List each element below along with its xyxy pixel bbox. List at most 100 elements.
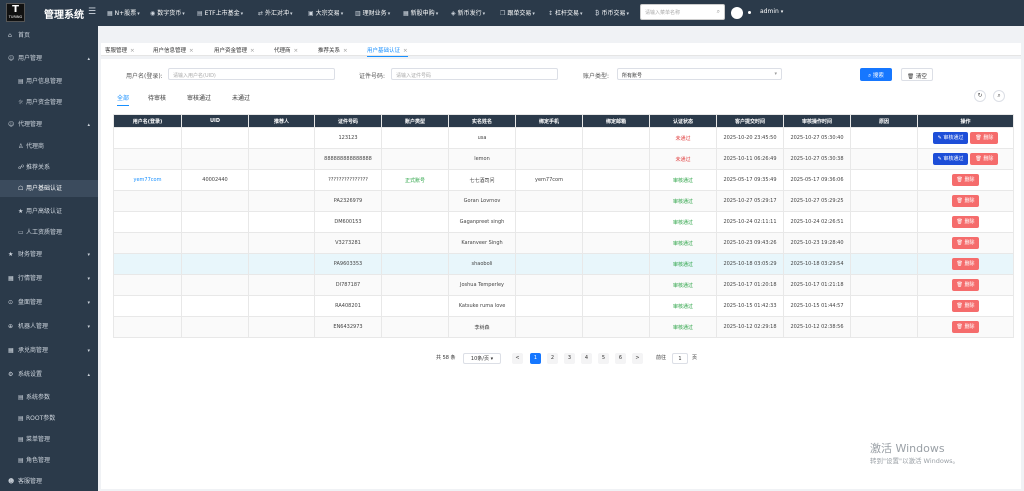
topnav-item-forex[interactable]: ⇄ 外汇对冲▾ (258, 8, 293, 17)
sidebar-item-board[interactable]: ⊙ 盘面管理 ▾ (0, 296, 98, 310)
topnav-item-ipo[interactable]: ▦ 新股申购▾ (403, 8, 438, 17)
sidebar-item-settings[interactable]: ⚙ 系统设置 ▴ (0, 368, 98, 382)
topnav-item-stocks[interactable]: ▦ N+股票▾ (107, 8, 140, 17)
topnav-item-wealth[interactable]: ▥ 理财业务▾ (355, 8, 390, 17)
page-button-1[interactable]: 1 (530, 353, 541, 364)
approve-button[interactable]: ✎ 审核通过 (932, 153, 969, 165)
cell-cert-no: RA408201 (314, 295, 382, 317)
sidebar-item-manual-qualify[interactable]: ▭ 人工资质管理 (0, 226, 98, 240)
menu-toggle-icon[interactable]: ☰ (88, 7, 97, 17)
topnav-label: 外汇对冲 (265, 10, 290, 17)
sidebar-item-user-info[interactable]: ▤ 用户信息管理 (0, 75, 98, 89)
status-tab-rejected[interactable]: 未通过 (232, 95, 251, 102)
delete-label: 删除 (983, 156, 994, 162)
sidebar-item-agents[interactable]: ♙ 代理商 (0, 140, 98, 154)
delete-button[interactable]: 🗑 删除 (951, 237, 980, 249)
delete-button[interactable]: 🗑 删除 (951, 321, 980, 333)
delete-button[interactable]: 🗑 删除 (970, 132, 999, 144)
tab-agents[interactable]: 代理商 × (274, 46, 298, 54)
account-type-select[interactable]: 所有账号 ▾ (617, 68, 782, 80)
sidebar-item-advanced-auth[interactable]: ★ 用户高级认证 (0, 205, 98, 219)
sidebar-item-user-mgmt[interactable]: ☺ 用户管理 ▴ (0, 52, 98, 66)
sidebar-item-robot[interactable]: ⊕ 机器人管理 ▾ (0, 320, 98, 334)
close-icon[interactable]: × (403, 48, 408, 54)
sidebar-item-finance[interactable]: ★ 财务管理 ▾ (0, 248, 98, 262)
tab-basic-auth[interactable]: 用户基础认证 × (367, 46, 408, 57)
menu-search-input[interactable]: 请输入菜单名称 ⌕ (640, 4, 725, 20)
tab-referral[interactable]: 推荐关系 × (318, 46, 348, 54)
sidebar-item-basic-auth[interactable]: ☖ 用户基础认证 (0, 180, 98, 197)
delete-button[interactable]: 🗑 删除 (951, 300, 980, 312)
status-tab-all[interactable]: 全部 (117, 93, 130, 106)
sidebar-item-acceptor[interactable]: ▦ 承兑商管理 ▾ (0, 344, 98, 358)
clear-button[interactable]: 🗑 清空 (901, 68, 933, 81)
close-icon[interactable]: × (250, 48, 255, 54)
cell-submit-time: 2025-10-11 06:26:49 (716, 148, 784, 170)
user-icon: ☺ (8, 55, 15, 62)
page-button-2[interactable]: 2 (547, 353, 558, 364)
tab-user-funds[interactable]: 用户资金管理 × (214, 46, 255, 54)
user-menu[interactable]: admin ▾ (760, 8, 783, 15)
delete-button[interactable]: 🗑 删除 (951, 279, 980, 291)
topnav-item-coin-trade[interactable]: ₿ 币币交易▾ (595, 8, 629, 17)
topnav-item-bulk[interactable]: ▣ 大宗交易▾ (308, 8, 343, 17)
sidebar-item-home[interactable]: ⌂ 首页 (0, 29, 98, 43)
close-icon[interactable]: × (189, 48, 194, 54)
search-button[interactable]: ⌕ 搜索 (860, 68, 892, 81)
sidebar-item-user-funds[interactable]: ☼ 用户资金管理 (0, 96, 98, 110)
sidebar-item-market[interactable]: ▦ 行情管理 ▾ (0, 272, 98, 286)
cert-filter-input[interactable]: 请输入证件号码 (391, 68, 558, 80)
delete-button[interactable]: 🗑 删除 (951, 195, 980, 207)
cell-username[interactable]: yem77com (113, 169, 182, 191)
sidebar-item-role-mgmt[interactable]: ▤ 角色管理 (0, 454, 98, 468)
search-toggle-icon[interactable]: ⌕ (993, 90, 1005, 102)
tab-user-info[interactable]: 用户信息管理 × (153, 46, 194, 54)
tab-customer-service[interactable]: 客服管理 × (105, 46, 135, 54)
tab-label: 代理商 (274, 48, 291, 54)
topnav-item-newcoin[interactable]: ◈ 新币发行▾ (451, 8, 485, 17)
tab-label: 用户信息管理 (153, 48, 187, 54)
sidebar-item-sys-params[interactable]: ▤ 系统参数 (0, 391, 98, 405)
close-icon[interactable]: × (293, 48, 299, 54)
sidebar-item-root-params[interactable]: ▤ ROOT参数 (0, 412, 98, 426)
refresh-icon[interactable]: ↻ (974, 90, 986, 102)
page-size-select[interactable]: 10条/页 ▾ (463, 353, 501, 364)
chevron-down-icon: ▾ (87, 324, 90, 330)
cell-email (582, 274, 650, 296)
delete-button[interactable]: 🗑 删除 (951, 174, 980, 186)
cell-referrer (248, 232, 315, 254)
col-phone: 绑定手机 (515, 114, 583, 128)
topnav-item-copytrade[interactable]: ❐ 跟单交易▾ (500, 8, 535, 17)
table-header-row: 用户名(登录) UID 推荐人 证件号码 账户类型 实名姓名 绑定手机 绑定邮箱… (113, 114, 1014, 128)
next-page-button[interactable]: > (632, 353, 643, 364)
total-count: 共 58 条 (436, 355, 456, 361)
delete-button[interactable]: 🗑 删除 (951, 258, 980, 270)
page-button-3[interactable]: 3 (564, 353, 575, 364)
table-row: 888888888888888 lemon 未通过 2025-10-11 06:… (113, 148, 1014, 170)
status-tab-pending[interactable]: 待审核 (148, 95, 167, 102)
page-button-6[interactable]: 6 (615, 353, 626, 364)
approve-button[interactable]: ✎ 审核通过 (932, 132, 969, 144)
status-tab-approved[interactable]: 审核通过 (187, 95, 212, 102)
close-icon[interactable]: × (343, 48, 348, 54)
page-button-4[interactable]: 4 (581, 353, 592, 364)
sidebar-item-referral[interactable]: ☍ 推荐关系 (0, 161, 98, 175)
page-size-value: 10条/页 (470, 356, 489, 362)
prev-page-button[interactable]: < (512, 353, 523, 364)
goto-page-input[interactable]: 1 (672, 353, 688, 364)
topnav-item-etf[interactable]: ▤ ETF上市基金▾ (197, 8, 243, 17)
sidebar-item-agent-mgmt[interactable]: ☺ 代理管理 ▴ (0, 118, 98, 132)
delete-label: 删除 (964, 303, 975, 309)
delete-button[interactable]: 🗑 删除 (970, 153, 999, 165)
close-icon[interactable]: × (130, 48, 135, 54)
topnav-item-crypto[interactable]: ◉ 数字货币▾ (150, 8, 185, 17)
sidebar-item-customer-service[interactable]: ☻ 客服管理 (0, 475, 98, 489)
username-filter-input[interactable]: 请输入用户名(UID) (168, 68, 335, 80)
sidebar-item-menu-mgmt[interactable]: ▤ 菜单管理 (0, 433, 98, 447)
page-button-5[interactable]: 5 (598, 353, 609, 364)
delete-button[interactable]: 🗑 删除 (951, 216, 980, 228)
topnav-item-leverage[interactable]: ↕ 杠杆交易▾ (548, 8, 583, 17)
avatar[interactable] (731, 7, 743, 19)
cell-review-time: 2025-10-27 05:30:38 (783, 148, 851, 170)
sidebar-label: 用户信息管理 (26, 78, 63, 85)
